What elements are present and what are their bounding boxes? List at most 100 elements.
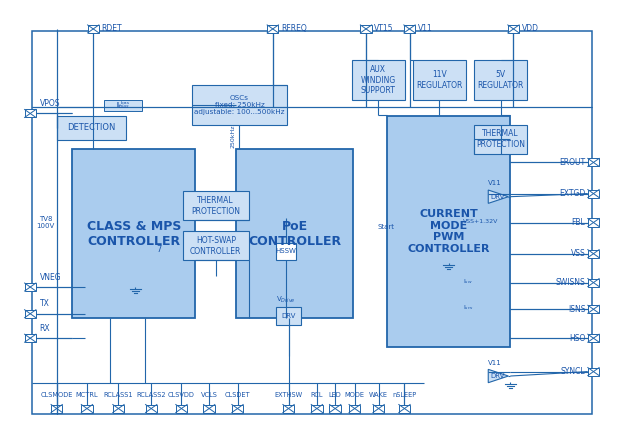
Text: AUX
WINDING
SUPPORT: AUX WINDING SUPPORT bbox=[361, 65, 396, 95]
Bar bbox=[32, 31, 592, 414]
Text: TV8
100V: TV8 100V bbox=[37, 216, 54, 229]
Bar bbox=[508, 25, 519, 33]
Text: THERMAL
PROTECTION: THERMAL PROTECTION bbox=[476, 129, 525, 149]
Bar bbox=[88, 25, 99, 33]
Text: FBL: FBL bbox=[571, 218, 585, 227]
Text: WAKE: WAKE bbox=[369, 392, 388, 398]
Text: DRV: DRV bbox=[282, 313, 295, 319]
Text: RCLASS2: RCLASS2 bbox=[136, 392, 166, 398]
Bar bbox=[588, 218, 599, 227]
Bar bbox=[183, 231, 249, 260]
Bar bbox=[588, 334, 599, 342]
Bar bbox=[329, 405, 341, 413]
Bar bbox=[276, 243, 296, 260]
Bar bbox=[373, 405, 384, 413]
Bar bbox=[192, 85, 287, 125]
Text: CLSDET: CLSDET bbox=[225, 392, 250, 398]
Text: CLSVDD: CLSVDD bbox=[168, 392, 195, 398]
Text: CLSMODE: CLSMODE bbox=[40, 392, 73, 398]
Text: Start: Start bbox=[378, 224, 395, 230]
Text: VT15: VT15 bbox=[374, 24, 394, 33]
Text: I$_{sns}$: I$_{sns}$ bbox=[463, 303, 474, 312]
Text: VCLS: VCLS bbox=[201, 392, 217, 398]
Text: THERMAL
PROTECTION: THERMAL PROTECTION bbox=[192, 196, 240, 215]
Bar bbox=[203, 405, 215, 413]
Text: CLASS & MPS
CONTROLLER: CLASS & MPS CONTROLLER bbox=[87, 220, 181, 247]
Bar bbox=[57, 116, 126, 140]
Text: 250kHz: 250kHz bbox=[231, 125, 236, 148]
Text: RDET: RDET bbox=[101, 24, 122, 33]
Text: CURRENT
MODE
PWM
CONTROLLER: CURRENT MODE PWM CONTROLLER bbox=[408, 209, 490, 254]
Text: V11: V11 bbox=[418, 24, 432, 33]
Text: nSLEEP: nSLEEP bbox=[392, 392, 416, 398]
Bar bbox=[276, 307, 301, 325]
Polygon shape bbox=[488, 190, 508, 203]
Text: MCTRL: MCTRL bbox=[76, 392, 98, 398]
Text: RCLASS1: RCLASS1 bbox=[104, 392, 133, 398]
Bar bbox=[399, 405, 410, 413]
Bar bbox=[236, 149, 353, 318]
Text: EXTGD: EXTGD bbox=[559, 189, 585, 198]
Text: V11: V11 bbox=[488, 360, 501, 366]
Text: HOT-SWAP
CONTROLLER: HOT-SWAP CONTROLLER bbox=[190, 236, 241, 255]
Bar bbox=[51, 405, 62, 413]
Bar bbox=[113, 405, 124, 413]
Bar bbox=[588, 305, 599, 313]
Text: Iₑᵇᵃˢ: Iₑᵇᵃˢ bbox=[116, 102, 130, 109]
Text: SYNCL: SYNCL bbox=[561, 367, 585, 376]
Text: MODE: MODE bbox=[345, 392, 365, 398]
Text: VSS+1.32V: VSS+1.32V bbox=[463, 219, 498, 224]
Text: ISNS: ISNS bbox=[568, 305, 585, 314]
Bar bbox=[176, 405, 187, 413]
Bar bbox=[413, 60, 466, 100]
Bar bbox=[72, 149, 195, 318]
Bar bbox=[232, 405, 243, 413]
Text: VNEG: VNEG bbox=[40, 273, 61, 282]
Text: EXTHSW: EXTHSW bbox=[275, 392, 302, 398]
Bar bbox=[349, 405, 360, 413]
Text: VSS: VSS bbox=[571, 249, 585, 258]
Text: DETECTION: DETECTION bbox=[67, 123, 115, 133]
Text: I$_{bias}$: I$_{bias}$ bbox=[116, 101, 130, 110]
Bar bbox=[352, 60, 405, 100]
Bar bbox=[588, 250, 599, 258]
Bar bbox=[588, 368, 599, 376]
Bar bbox=[311, 405, 323, 413]
Text: RFREQ: RFREQ bbox=[281, 24, 307, 33]
Text: I$_{sw}$: I$_{sw}$ bbox=[463, 277, 472, 286]
Text: 5V
REGULATOR: 5V REGULATOR bbox=[478, 70, 524, 90]
Text: V$_{Drive}$: V$_{Drive}$ bbox=[276, 295, 296, 305]
Text: EROUT: EROUT bbox=[559, 158, 585, 167]
Text: HSSW: HSSW bbox=[275, 248, 297, 255]
Bar bbox=[360, 25, 372, 33]
Text: LED: LED bbox=[329, 392, 341, 398]
Text: 11V
REGULATOR: 11V REGULATOR bbox=[416, 70, 462, 90]
Bar bbox=[588, 158, 599, 166]
Bar bbox=[25, 283, 36, 291]
Bar bbox=[588, 190, 599, 198]
Polygon shape bbox=[488, 369, 508, 383]
Bar bbox=[404, 25, 415, 33]
Bar bbox=[387, 116, 510, 347]
Bar bbox=[588, 279, 599, 287]
Text: OSCs
fixed: 250kHz
adjustable: 100...500kHz: OSCs fixed: 250kHz adjustable: 100...500… bbox=[194, 95, 285, 114]
Text: RX: RX bbox=[40, 324, 50, 333]
Bar bbox=[25, 310, 36, 318]
Text: SWISNS: SWISNS bbox=[556, 278, 585, 287]
Bar bbox=[146, 405, 157, 413]
Bar bbox=[81, 405, 93, 413]
Bar bbox=[267, 25, 278, 33]
Bar bbox=[474, 60, 527, 100]
Bar bbox=[474, 125, 527, 154]
Bar bbox=[104, 100, 142, 111]
Text: HSO: HSO bbox=[569, 334, 585, 343]
Bar bbox=[25, 109, 36, 117]
Text: VDD: VDD bbox=[522, 24, 539, 33]
Bar bbox=[283, 405, 294, 413]
Text: TX: TX bbox=[40, 299, 50, 308]
Text: PoE
CONTROLLER: PoE CONTROLLER bbox=[248, 220, 341, 247]
Text: RCL: RCL bbox=[311, 392, 323, 398]
Text: DRV: DRV bbox=[490, 194, 505, 200]
Bar bbox=[183, 191, 249, 220]
Text: V11: V11 bbox=[488, 180, 501, 186]
